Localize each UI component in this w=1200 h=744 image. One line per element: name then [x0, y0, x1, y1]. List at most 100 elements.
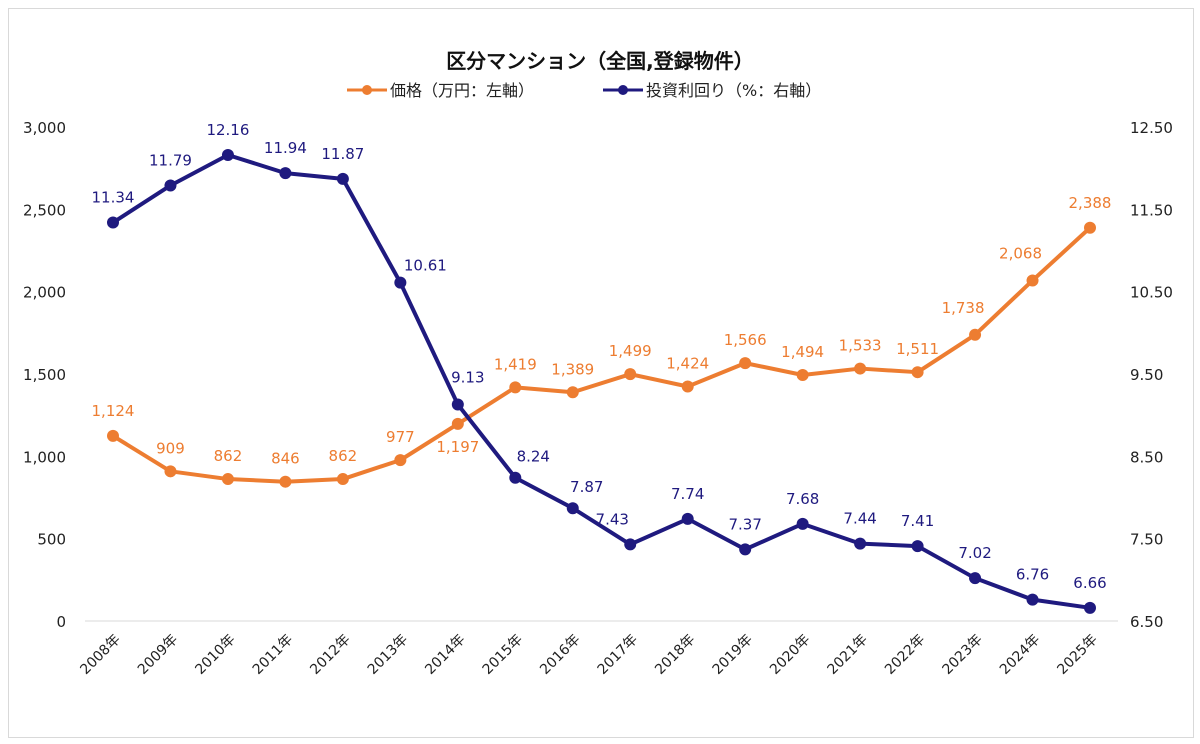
x-tick-label: 2017年: [595, 632, 641, 678]
y-right-tick-label: 6.50: [1130, 613, 1163, 631]
x-tick-label: 2009年: [135, 632, 181, 678]
data-point-price: [221, 473, 234, 486]
data-label-price: 1,499: [609, 342, 652, 360]
data-label-yield: 7.44: [843, 510, 876, 528]
data-point-yield: [394, 276, 407, 289]
data-label-price: 1,566: [724, 331, 767, 349]
data-point-price: [107, 429, 119, 442]
data-point-price: [451, 417, 464, 430]
y-right-tick-label: 12.50: [1130, 119, 1173, 137]
x-tick-label: 2025年: [1054, 632, 1100, 678]
data-point-price: [624, 368, 637, 381]
data-label-yield: 7.68: [786, 490, 819, 508]
data-label-price: 977: [386, 428, 415, 446]
data-point-price: [681, 380, 694, 393]
y-left-tick-label: 3,000: [23, 119, 66, 137]
data-label-yield: 8.24: [517, 448, 550, 466]
x-tick-label: 2020年: [767, 632, 813, 678]
data-point-price: [911, 366, 924, 379]
y-right-tick-label: 11.50: [1130, 201, 1173, 219]
data-label-price: 1,197: [436, 438, 479, 456]
legend: 価格（万円：左軸） 投資利回り（%：右軸）: [347, 81, 821, 100]
data-point-price: [1084, 221, 1096, 234]
y-right-tick-label: 7.50: [1130, 531, 1163, 549]
data-point-yield: [566, 502, 579, 515]
legend-label-price: 価格（万円：左軸）: [390, 81, 534, 100]
data-point-yield: [451, 398, 464, 411]
data-point-yield: [221, 148, 234, 161]
y-left-tick-label: 0: [56, 613, 66, 631]
y-left-tick-label: 500: [37, 531, 66, 549]
x-tick-label: 2019年: [710, 632, 756, 678]
data-point-yield: [796, 517, 809, 530]
legend-marker-yield: [618, 85, 628, 95]
x-tick-label: 2012年: [307, 632, 353, 678]
data-label-price: 1,494: [781, 343, 824, 361]
y-right-tick-label: 10.50: [1130, 284, 1173, 302]
data-label-yield: 7.41: [901, 512, 934, 530]
data-point-price: [969, 328, 982, 341]
series-line-price: [111, 226, 1092, 484]
data-label-price: 862: [214, 447, 243, 465]
x-tick-label: 2023年: [939, 632, 985, 678]
x-tick-label: 2016年: [537, 632, 583, 678]
data-point-yield: [509, 471, 522, 484]
series-line-yield: [111, 152, 1091, 610]
data-label-price: 1,124: [92, 402, 135, 420]
y-right-tick-label: 8.50: [1130, 448, 1163, 466]
data-point-price: [279, 475, 292, 488]
data-point-yield: [681, 512, 694, 525]
data-point-yield: [1026, 593, 1039, 606]
y-right-tick-label: 9.50: [1130, 366, 1163, 384]
x-tick-label: 2022年: [882, 632, 928, 678]
data-point-price: [164, 465, 177, 478]
data-point-yield: [911, 540, 924, 553]
data-label-yield: 10.61: [404, 257, 447, 275]
data-label-yield: 11.87: [321, 145, 364, 163]
legend-marker-price: [362, 85, 372, 95]
data-point-price: [1026, 274, 1039, 287]
data-label-price: 2,068: [999, 244, 1042, 262]
data-point-price: [394, 454, 407, 467]
data-label-price: 2,388: [1069, 194, 1112, 212]
x-tick-label: 2021年: [825, 632, 871, 678]
data-label-price: 1,419: [494, 355, 537, 373]
x-tick-label: 2018年: [652, 632, 698, 678]
data-label-yield: 6.66: [1073, 574, 1106, 592]
chart-frame: [8, 8, 1194, 738]
y-left-tick-label: 1,500: [23, 366, 66, 384]
data-point-yield: [336, 172, 349, 185]
data-point-yield: [107, 216, 119, 229]
data-point-price: [566, 386, 579, 399]
data-label-yield: 7.02: [958, 544, 991, 562]
data-label-price: 1,738: [942, 299, 985, 317]
data-label-yield: 7.37: [728, 515, 761, 533]
data-label-price: 1,389: [551, 360, 594, 378]
data-label-price: 1,533: [839, 337, 882, 355]
data-point-price: [739, 357, 752, 370]
data-point-price: [336, 473, 349, 486]
data-label-yield: 6.76: [1016, 566, 1049, 584]
data-point-yield: [624, 538, 637, 551]
data-point-yield: [854, 537, 867, 550]
data-label-yield: 7.87: [570, 478, 603, 496]
data-label-price: 862: [329, 447, 358, 465]
chart-title: 区分マンション（全国,登録物件）: [446, 49, 754, 73]
y-left-tick-label: 2,500: [23, 201, 66, 219]
x-tick-label: 2008年: [77, 632, 123, 678]
data-label-price: 1,511: [896, 340, 939, 358]
legend-label-yield: 投資利回り（%：右軸）: [646, 81, 821, 100]
data-point-yield: [969, 572, 982, 585]
x-tick-label: 2024年: [997, 632, 1043, 678]
data-label-price: 909: [156, 439, 185, 457]
data-label-yield: 11.34: [92, 189, 135, 207]
data-label-yield: 11.94: [264, 139, 307, 157]
data-label-yield: 11.79: [149, 151, 192, 169]
data-point-yield: [1084, 601, 1096, 614]
data-label-price: 846: [271, 450, 300, 468]
x-tick-label: 2013年: [365, 632, 411, 678]
y-left-tick-label: 1,000: [23, 448, 66, 466]
data-point-price: [796, 368, 809, 381]
x-tick-label: 2011年: [250, 632, 296, 678]
